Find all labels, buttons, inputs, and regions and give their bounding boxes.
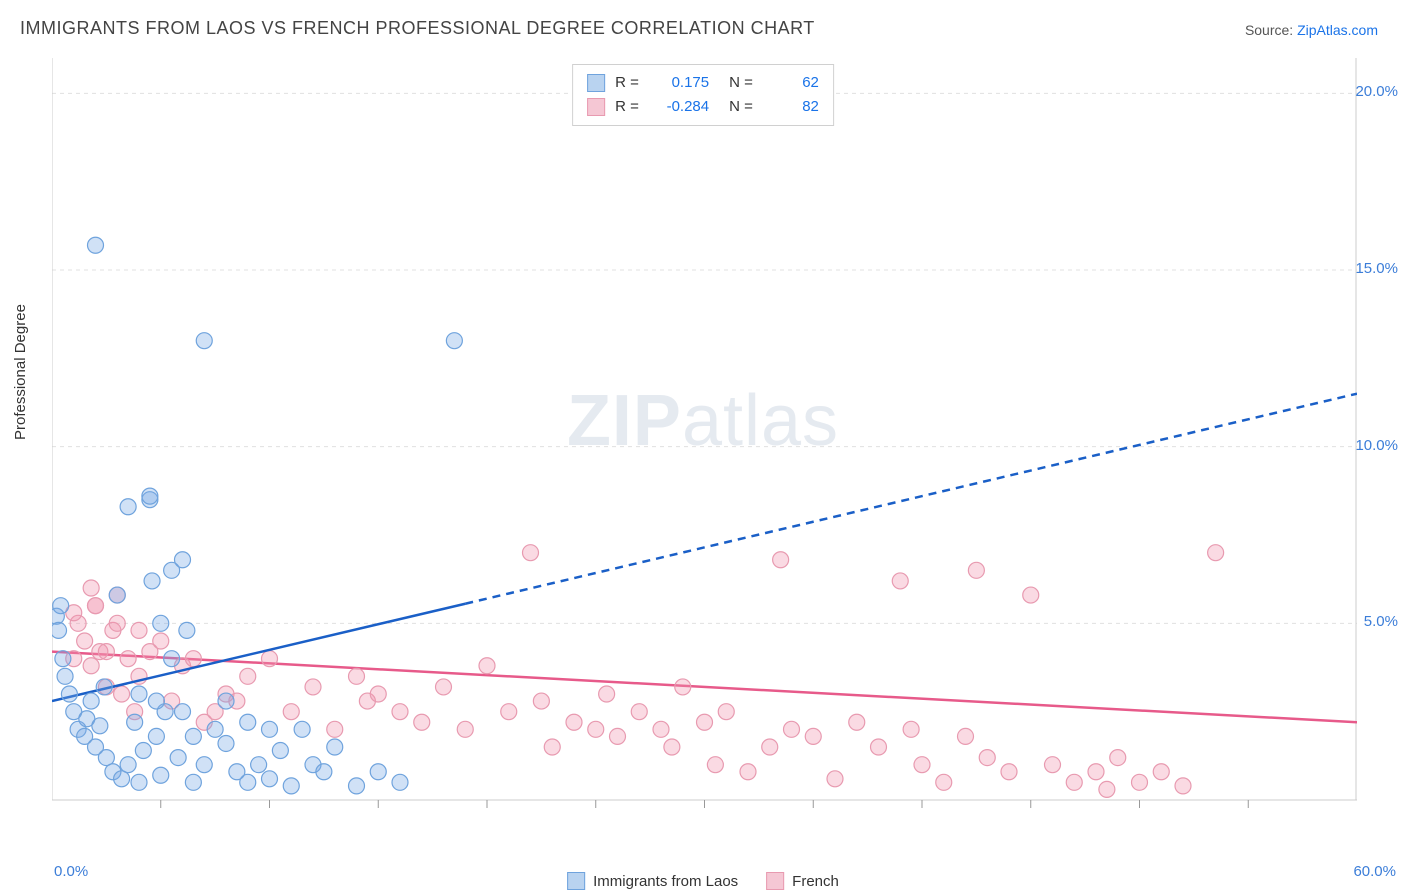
legend-correlation: R = 0.175 N = 62 R = -0.284 N = 82 [572, 64, 834, 126]
y-tick-20: 20.0% [1355, 83, 1398, 100]
source-link[interactable]: ZipAtlas.com [1297, 22, 1378, 38]
swatch-laos [587, 74, 605, 92]
x-tick-zero: 0.0% [54, 863, 88, 880]
r-value-laos: 0.175 [653, 71, 709, 95]
x-tick-max: 60.0% [1353, 863, 1396, 880]
legend-item-french: French [766, 872, 839, 890]
n-value-laos: 62 [763, 71, 819, 95]
n-label: N = [729, 95, 753, 119]
swatch-french [587, 98, 605, 116]
n-value-french: 82 [763, 95, 819, 119]
y-axis-label: Professional Degree [12, 304, 29, 440]
y-tick-10: 10.0% [1355, 437, 1398, 454]
y-tick-5: 5.0% [1364, 613, 1398, 630]
swatch-laos [567, 872, 585, 890]
legend-item-laos: Immigrants from Laos [567, 872, 738, 890]
r-label: R = [615, 95, 643, 119]
r-value-french: -0.284 [653, 95, 709, 119]
chart-plot-area [52, 58, 1357, 838]
r-label: R = [615, 71, 643, 95]
legend-series: Immigrants from Laos French [567, 872, 839, 890]
y-tick-15: 15.0% [1355, 260, 1398, 277]
chart-svg [52, 58, 1357, 838]
legend-row-french: R = -0.284 N = 82 [587, 95, 819, 119]
source-attribution: Source: ZipAtlas.com [1245, 22, 1378, 38]
legend-label-laos: Immigrants from Laos [593, 873, 738, 890]
source-prefix: Source: [1245, 22, 1297, 38]
legend-label-french: French [792, 873, 839, 890]
swatch-french [766, 872, 784, 890]
n-label: N = [729, 71, 753, 95]
legend-row-laos: R = 0.175 N = 62 [587, 71, 819, 95]
chart-title: IMMIGRANTS FROM LAOS VS FRENCH PROFESSIO… [20, 18, 815, 39]
